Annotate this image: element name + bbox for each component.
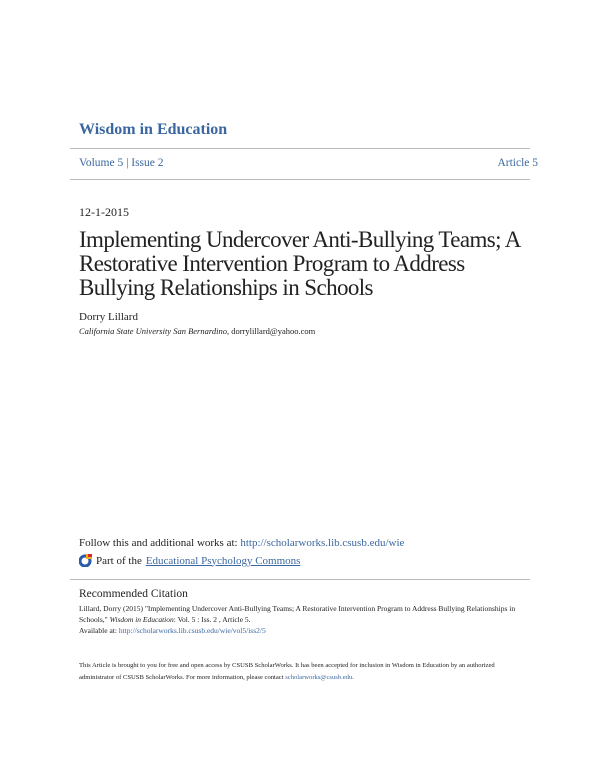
author-name: Dorry Lillard: [79, 311, 138, 323]
article-title: Implementing Undercover Anti-Bullying Te…: [79, 227, 520, 300]
author-affiliation: California State University San Bernardi…: [79, 326, 315, 336]
footer-end: .: [352, 674, 354, 681]
author-email: , dorrylillard@yahoo.com: [226, 326, 316, 336]
divider: [70, 179, 530, 180]
article-link[interactable]: Article 5: [497, 157, 538, 169]
contact-email-link[interactable]: scholarworks@csusb.edu: [285, 674, 353, 681]
citation-journal: Wisdom in Education: [109, 615, 174, 624]
divider: [70, 148, 530, 149]
follow-link[interactable]: http://scholarworks.lib.csusb.edu/wie: [240, 537, 405, 549]
journal-title[interactable]: Wisdom in Education: [79, 121, 228, 138]
divider: [70, 579, 530, 580]
follow-line: Follow this and additional works at: htt…: [79, 537, 404, 549]
citation-text: Lillard, Dorry (2015) "Implementing Unde…: [79, 603, 519, 636]
available-link[interactable]: http://scholarworks.lib.csusb.edu/wie/vo…: [118, 626, 266, 635]
available-label: Available at:: [79, 626, 119, 635]
citation-body: Lillard, Dorry (2015) "Implementing Unde…: [79, 604, 516, 624]
affiliation: California State University San Bernardi…: [79, 326, 227, 336]
commons-link[interactable]: Educational Psychology Commons: [145, 554, 301, 567]
follow-label: Follow this and additional works at:: [79, 537, 241, 549]
part-of-line: Part of the Educational Psychology Commo…: [79, 554, 300, 567]
publication-date: 12-1-2015: [79, 205, 129, 219]
footer-text: This Article is brought to you for free …: [79, 662, 495, 681]
bepress-commons-icon: [79, 554, 92, 567]
part-of-label: Part of the: [96, 554, 142, 567]
volume-issue-link[interactable]: Volume 5 | Issue 2: [79, 157, 164, 169]
citation-heading: Recommended Citation: [79, 588, 188, 600]
footer-notice: This Article is brought to you for free …: [79, 660, 529, 684]
citation-volume: : Vol. 5 : Iss. 2 , Article 5.: [173, 615, 251, 624]
